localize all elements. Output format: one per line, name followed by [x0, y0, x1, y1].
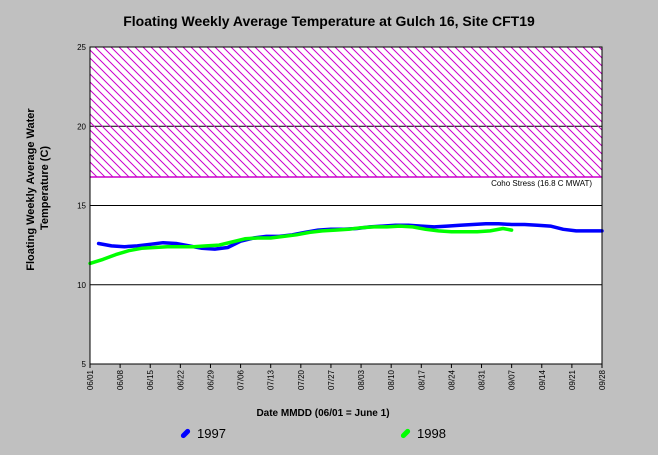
x-tick-label: 08/10 [387, 369, 396, 390]
legend-swatch-1997 [179, 427, 192, 439]
x-tick-label: 08/17 [417, 369, 426, 390]
legend-item-1997: 1997 [179, 424, 226, 442]
y-axis-title-line-1: Floating Weekly Average Water [25, 108, 37, 271]
plot-border [89, 46, 603, 365]
chart-title: Floating Weekly Average Temperature at G… [123, 13, 535, 29]
x-tick-label: 07/20 [297, 369, 306, 390]
y-tick-label: 25 [77, 43, 86, 52]
x-tick-labels: 06/01 06/08 06/15 06/22 06/29 07/06 07/13 07/20… [86, 364, 607, 390]
y-tick-label: 20 [77, 122, 86, 131]
x-tick-label: 06/15 [146, 369, 155, 390]
y-tick-labels: 5 10 15 20 25 [77, 43, 86, 369]
y-axis-title: Floating Weekly Average Water Temperatur… [25, 105, 51, 270]
y-axis-title-line-2: Temperature (C) [39, 146, 51, 230]
y-tick-label: 10 [77, 281, 86, 290]
x-tick-label: 06/29 [206, 369, 215, 390]
legend-item-1998: 1998 [399, 424, 446, 442]
x-tick-label: 06/08 [116, 369, 125, 390]
series-line-1998 [88, 224, 514, 266]
x-axis-title: Date MMDD (06/01 = June 1) [256, 408, 389, 419]
series-lines [88, 221, 604, 266]
x-tick-label: 09/14 [538, 369, 547, 390]
x-tick-label: 07/13 [267, 369, 276, 390]
x-tick-label: 08/24 [447, 369, 456, 390]
x-tick-label: 08/03 [357, 369, 366, 390]
x-tick-label: 06/01 [86, 369, 95, 390]
legend-label-1997: 1997 [197, 425, 226, 441]
x-tick-label: 06/22 [176, 369, 185, 390]
x-tick-label: 09/28 [598, 369, 607, 390]
x-tick-label: 07/27 [327, 369, 336, 390]
legend-swatch-1998 [399, 427, 412, 439]
x-tick-label: 09/21 [568, 369, 577, 390]
y-tick-label: 15 [77, 202, 86, 211]
y-tick-label: 5 [82, 360, 87, 369]
x-tick-label: 09/07 [508, 369, 517, 390]
x-tick-label: 08/31 [478, 369, 487, 390]
x-tick-label: 07/06 [237, 369, 246, 390]
coho-stress-band [90, 47, 602, 177]
legend-label-1998: 1998 [417, 425, 446, 441]
coho-stress-label: Coho Stress (16.8 C MWAT) [491, 179, 592, 188]
